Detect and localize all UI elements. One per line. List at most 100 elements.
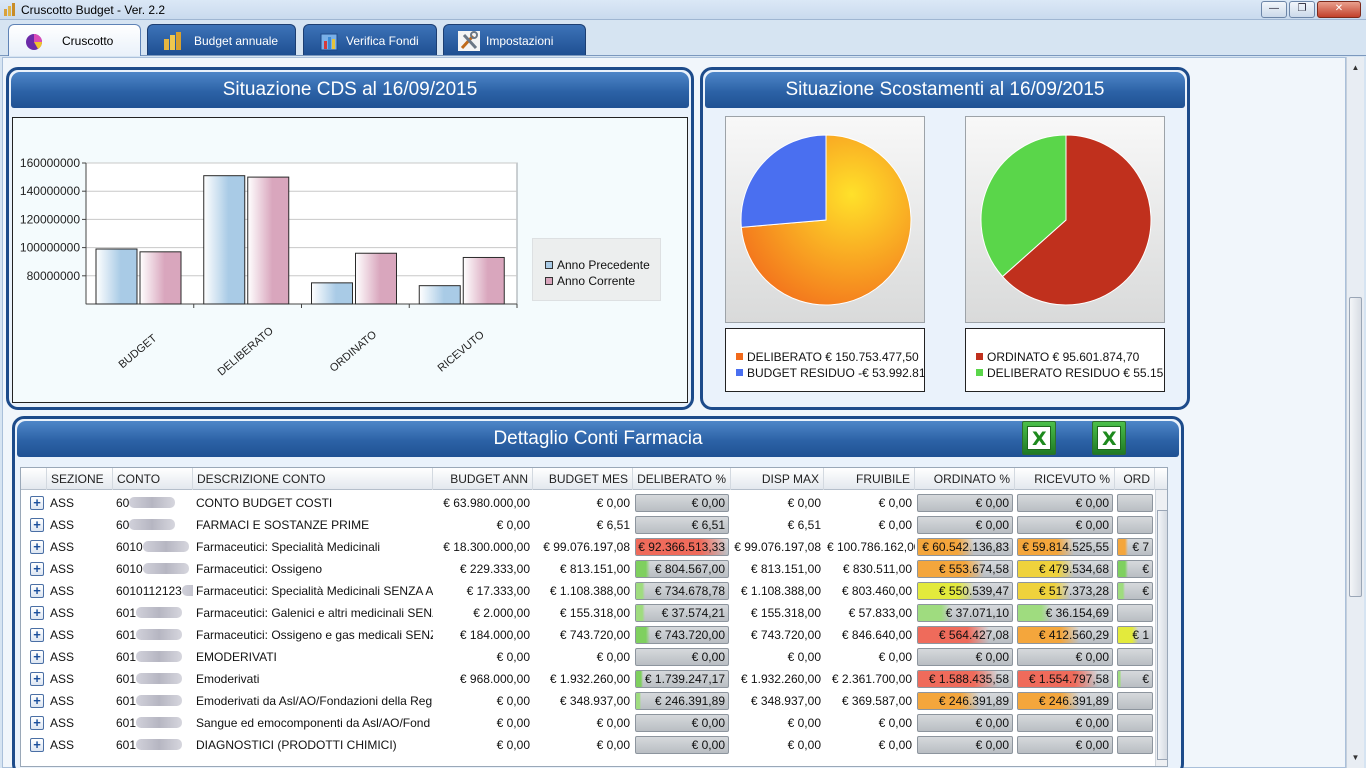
window-title: Cruscotto Budget - Ver. 2.2 [21, 3, 166, 17]
cell-deliberato-bar: € 734.678,78 [635, 582, 729, 600]
column-header-ord[interactable]: ORD [1115, 468, 1155, 490]
cell-ord-bar [1117, 736, 1153, 754]
table-row[interactable]: + ASS 601 Emoderivati € 968.000,00 € 1.932.26… [21, 668, 1167, 690]
table-row[interactable]: + ASS 601 DIAGNOSTICI (PRODOTTI CHIMICI) € 0… [21, 734, 1167, 756]
tab-impostazioni[interactable]: Impostazioni [443, 24, 586, 55]
progress-fill [636, 671, 644, 687]
cell-value: 601 [116, 672, 137, 686]
cell-descr: Sangue ed emocomponenti da Asl/AO/Fond [196, 716, 431, 730]
expand-icon[interactable]: + [30, 694, 44, 708]
column-header-sezione[interactable]: SEZIONE [47, 468, 113, 490]
x-tick-label: DELIBERATO [216, 325, 277, 379]
cell-budget-ann: € 17.333,00 [466, 584, 530, 598]
excel-export-detail-button[interactable]: X [1092, 421, 1126, 455]
column-header-disp-max[interactable]: DISP MAX [731, 468, 824, 490]
maximize-button[interactable]: ❐ [1289, 1, 1315, 18]
bar-budget-series-2 [139, 251, 182, 305]
tab-verifica-fondi[interactable]: Verifica Fondi [303, 24, 437, 55]
expand-icon[interactable]: + [30, 738, 44, 752]
cell-value: € 0,00 [1075, 738, 1109, 752]
expand-icon[interactable]: + [30, 540, 44, 554]
expand-icon[interactable]: + [30, 628, 44, 642]
redacted-mark [142, 541, 189, 552]
table-row[interactable]: + ASS 601 EMODERIVATI € 0,00 € 0,00 € 0,00 € 0,… [21, 646, 1167, 668]
grid-scrollbar[interactable] [1155, 490, 1167, 766]
expand-icon[interactable]: + [30, 650, 44, 664]
redacted-mark [129, 497, 176, 508]
cell-sezione: ASS [50, 672, 75, 686]
scroll-up-icon[interactable]: ▲ [1351, 63, 1360, 72]
table-row[interactable]: + ASS 601 Farmaceutici: Ossigeno e gas medi… [21, 624, 1167, 646]
bar-ricevuto-series-2 [462, 256, 505, 305]
table-row[interactable]: + ASS 60 FARMACI E SOSTANZE PRIME € 0,00 € 6,… [21, 514, 1167, 536]
redacted-mark [129, 519, 176, 530]
cell-ord-bar: € [1117, 582, 1153, 600]
expand-icon[interactable]: + [30, 716, 44, 730]
expand-icon[interactable]: + [30, 518, 44, 532]
scrollbar-thumb[interactable] [1349, 297, 1362, 597]
cell-disp-max: € 1.108.388,00 [740, 584, 821, 598]
column-header-deliberato[interactable]: DELIBERATO % [633, 468, 731, 490]
cell-value: 601 [116, 650, 137, 664]
close-button[interactable]: ✕ [1317, 1, 1361, 18]
conti-grid: SEZIONE CONTO DESCRIZIONE CONTO BUDGET ANN B… [20, 467, 1168, 767]
table-row[interactable]: + ASS 6010 Farmaceutici: Ossigeno € 229.333,… [21, 558, 1167, 580]
cell-sezione: ASS [50, 540, 75, 554]
table-row[interactable]: + ASS 60 CONTO BUDGET COSTI € 63.980.000,00 €… [21, 492, 1167, 514]
tab-label: Cruscotto [62, 34, 114, 48]
table-row[interactable]: + ASS 6010112123 Farmaceutici: Specialità M… [21, 580, 1167, 602]
expand-icon[interactable]: + [30, 584, 44, 598]
y-tick-label: 140000000 [20, 184, 80, 198]
expand-icon[interactable]: + [30, 672, 44, 686]
scrollbar-thumb[interactable] [1157, 510, 1167, 760]
column-header-descr[interactable]: DESCRIZIONE CONTO [193, 468, 433, 490]
table-row[interactable]: + ASS 601 Sangue ed emocomponenti da Asl/AO… [21, 712, 1167, 734]
redacted-mark [136, 695, 183, 706]
tab-cruscotto[interactable]: Cruscotto [8, 24, 141, 56]
expand-icon[interactable]: + [30, 496, 44, 510]
column-header-ordinato[interactable]: ORDINATO % [915, 468, 1015, 490]
column-header-ricevuto[interactable]: RICEVUTO % [1015, 468, 1115, 490]
cell-descr: Farmaceutici: Ossigeno [196, 562, 323, 576]
cell-budget-mes: € 0,00 [596, 738, 630, 752]
cell-budget-ann: € 0,00 [496, 694, 530, 708]
bar-chart-canvas: 160000000 140000000 120000000 100000000 8000… [20, 156, 518, 379]
cell-value: € [1142, 584, 1149, 598]
cell-conto: 601 [113, 668, 193, 690]
cell-budget-ann: € 184.000,00 [459, 628, 530, 642]
cell-fruibile: € 0,00 [878, 716, 912, 730]
expand-icon[interactable]: + [30, 562, 44, 576]
pie-slice-2 [740, 134, 827, 228]
table-row[interactable]: + ASS 601 Emoderivati da Asl/AO/Fondazioni … [21, 690, 1167, 712]
cell-ord-bar [1117, 648, 1153, 666]
progress-fill [918, 539, 975, 555]
tools-icon [458, 31, 480, 51]
progress-fill [918, 561, 984, 577]
column-header-conto[interactable]: CONTO [113, 468, 193, 490]
column-header-budget-ann[interactable]: BUDGET ANN [433, 468, 533, 490]
expand-icon[interactable]: + [30, 606, 44, 620]
redacted-mark [142, 563, 189, 574]
scroll-down-icon[interactable]: ▼ [1351, 753, 1360, 762]
cell-value: € 0,00 [975, 738, 1009, 752]
column-header-budget-mes[interactable]: BUDGET MES [533, 468, 633, 490]
column-header-fruibile[interactable]: FRUIBILE [824, 468, 915, 490]
table-row[interactable]: + ASS 6010 Farmaceutici: Specialità Medicin… [21, 536, 1167, 558]
cell-deliberato-bar: € 804.567,00 [635, 560, 729, 578]
pie-slice-2 [980, 134, 1067, 278]
page-scrollbar[interactable]: ▲ ▼ [1346, 57, 1364, 768]
cell-conto: 6010 [113, 536, 193, 558]
cell-fruibile: € 0,00 [878, 650, 912, 664]
table-row[interactable]: + ASS 601 Farmaceutici: Galenici e altri me… [21, 602, 1167, 624]
tab-budget-annuale[interactable]: Budget annuale [147, 24, 296, 55]
bar-deliberato-series-1 [203, 175, 246, 305]
progress-fill [636, 561, 650, 577]
cell-budget-ann: € 0,00 [496, 518, 530, 532]
cell-value: € 246.391,89 [1038, 694, 1109, 708]
cell-conto: 6010 [113, 558, 193, 580]
minimize-button[interactable]: — [1261, 1, 1287, 18]
excel-export-button[interactable]: X [1022, 421, 1056, 455]
pie-legend-item: ORDINATO € 95.601.874,70 [976, 350, 1139, 364]
cell-disp-max: € 155.318,00 [750, 606, 821, 620]
progress-fill [636, 539, 728, 555]
